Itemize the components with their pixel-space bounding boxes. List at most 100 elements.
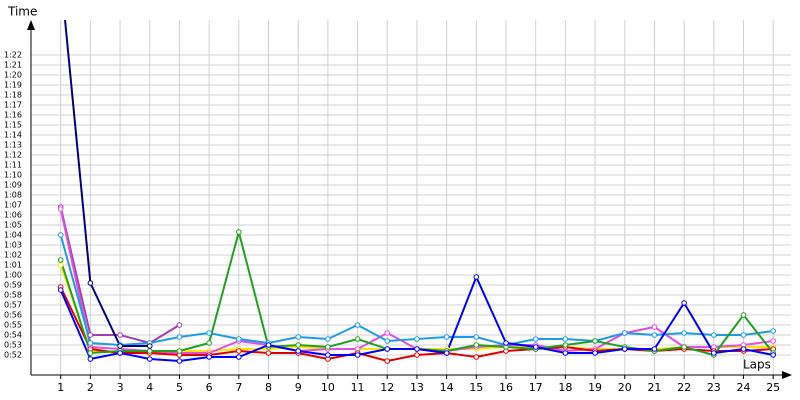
point: [57, 262, 64, 268]
point: [236, 354, 242, 360]
point: [770, 352, 776, 358]
point: [295, 342, 301, 348]
x-tick-label: 23: [707, 381, 721, 394]
y-tick-label: 0:52: [4, 351, 22, 360]
x-tick-label: 11: [351, 381, 365, 394]
x-tick-label: 22: [677, 381, 691, 394]
y-tick-label: 0:54: [4, 331, 22, 340]
point: [236, 348, 242, 354]
point: [354, 322, 361, 328]
point: [87, 350, 94, 356]
point: [87, 280, 94, 286]
y-tick-label: 1:18: [4, 91, 22, 100]
point: [57, 287, 64, 293]
point: [681, 300, 687, 306]
x-tick-label: 7: [235, 381, 242, 394]
y-tick-label: 1:05: [4, 221, 22, 230]
point: [236, 229, 242, 235]
x-tick-label: 6: [206, 381, 213, 394]
point: [146, 343, 153, 349]
y-tick-label: 1:06: [4, 211, 22, 220]
point: [176, 348, 183, 354]
point: [176, 358, 183, 364]
point: [414, 352, 420, 358]
point: [87, 332, 94, 338]
point: [473, 274, 480, 280]
x-tick-label: 1: [57, 381, 64, 394]
point: [176, 334, 183, 340]
point: [770, 338, 776, 344]
point: [562, 342, 569, 348]
point: [295, 334, 301, 340]
point: [57, 257, 64, 263]
point: [206, 354, 212, 360]
point: [384, 346, 391, 352]
point: [146, 348, 153, 354]
x-axis-title: Laps: [743, 358, 771, 372]
y-tick-label: 1:15: [4, 121, 22, 130]
y-axis-arrow: [27, 20, 35, 30]
point: [117, 332, 123, 338]
x-tick-label: 5: [176, 381, 183, 394]
y-tick-label: 1:20: [4, 71, 22, 80]
point: [532, 336, 539, 342]
point: [711, 350, 717, 356]
point: [87, 340, 94, 346]
x-tick-label: 19: [588, 381, 602, 394]
x-axis-arrow: [782, 371, 792, 379]
point: [770, 328, 776, 334]
point: [354, 336, 361, 342]
point: [651, 332, 658, 338]
y-tick-label: 1:11: [4, 161, 22, 170]
point: [146, 356, 153, 362]
point: [621, 346, 628, 352]
point: [295, 348, 301, 354]
point: [176, 322, 183, 328]
point: [621, 330, 628, 336]
point: [414, 336, 420, 342]
y-tick-label: 1:22: [4, 51, 22, 60]
y-tick-label: 1:04: [4, 231, 22, 240]
y-tick-label: 1:21: [4, 61, 22, 70]
x-tick-label: 12: [380, 381, 394, 394]
point: [681, 344, 687, 350]
x-tick-label: 16: [499, 381, 513, 394]
point: [740, 346, 747, 352]
x-tick-label: 25: [766, 381, 780, 394]
point: [265, 350, 272, 356]
point: [443, 334, 450, 340]
point: [592, 338, 598, 344]
point: [651, 324, 658, 330]
point: [740, 312, 747, 318]
y-tick-label: 0:59: [4, 281, 22, 290]
x-tick-label: 9: [295, 381, 302, 394]
y-tick-label: 1:12: [4, 151, 22, 160]
point: [562, 350, 569, 356]
point: [117, 350, 123, 356]
point: [57, 206, 64, 212]
point: [443, 350, 450, 356]
y-tick-label: 0:56: [4, 311, 22, 320]
x-tick-label: 24: [737, 381, 751, 394]
x-tick-label: 3: [117, 381, 124, 394]
y-tick-label: 1:02: [4, 251, 22, 260]
point: [117, 343, 123, 349]
y-tick-label: 0:58: [4, 291, 22, 300]
y-tick-label: 0:53: [4, 341, 22, 350]
point: [592, 350, 598, 356]
point: [711, 332, 717, 338]
x-tick-label: 21: [647, 381, 661, 394]
point: [414, 346, 420, 352]
point: [384, 338, 391, 344]
y-tick-label: 1:17: [4, 101, 22, 110]
point: [503, 340, 509, 346]
y-tick-label: 1:19: [4, 81, 22, 90]
x-tick-label: 20: [618, 381, 632, 394]
y-tick-label: 1:14: [4, 131, 22, 140]
point: [651, 346, 658, 352]
point: [473, 342, 480, 348]
point: [87, 356, 94, 362]
point: [354, 352, 361, 358]
point: [265, 342, 272, 348]
